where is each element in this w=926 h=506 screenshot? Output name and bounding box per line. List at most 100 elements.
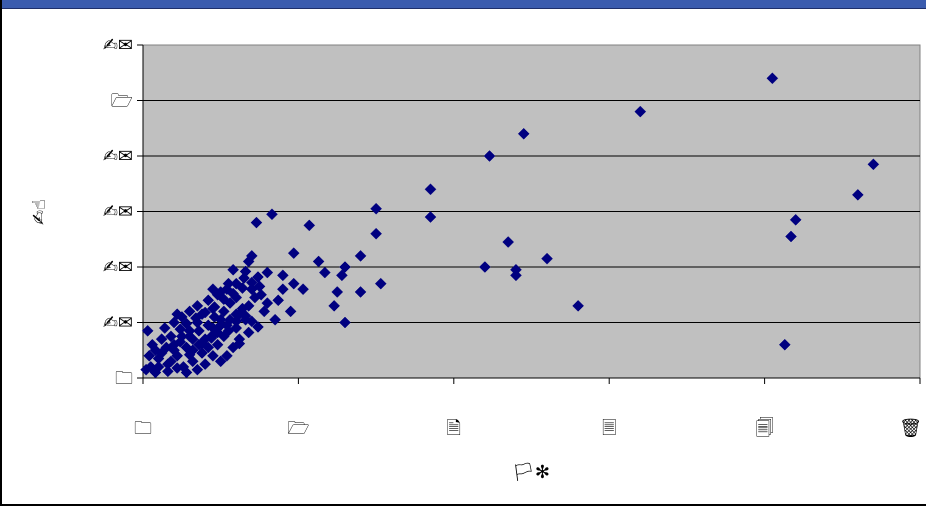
data-point-142 [211,326,224,339]
x-tick-label-0: 🗀 [134,418,152,439]
data-point-96 [193,324,205,337]
data-point-41 [277,269,289,282]
data-point-132 [245,276,258,289]
data-point-90 [180,366,193,379]
data-point-32 [297,283,309,296]
data-point-2 [517,127,530,140]
data-point-21 [502,236,515,248]
data-point-28 [266,208,278,221]
data-point-37 [272,294,285,307]
ticks [137,44,921,384]
data-point-94 [174,336,187,348]
data-point-25 [541,252,553,265]
x-tick-label-1: 🗁 [287,418,309,439]
data-point-1 [634,105,647,118]
y-tick-label-3: ✍✉ [103,202,133,223]
data-point-124 [174,323,187,336]
data-point-16 [339,261,351,273]
data-point-12 [370,227,382,240]
data-point-80 [165,330,177,343]
data-point-13 [374,277,387,290]
data-point-149 [233,337,246,350]
x-tick-label-3: 🗏 [602,418,616,439]
data-point-89 [191,363,204,376]
data-point-146 [245,315,258,328]
y-tick-label-5: 🗁 [111,91,133,112]
data-point-30 [287,247,300,259]
data-point-75 [168,316,180,329]
data-point-79 [171,308,184,321]
data-point-27 [312,255,325,268]
data-point-17 [336,269,348,282]
data-point-9 [424,183,437,196]
data-point-77 [183,305,196,318]
data-point-139 [186,344,199,357]
data-point-43 [227,263,239,276]
data-point-88 [199,358,212,370]
y-tick-label-6: ✍✉ [103,35,133,56]
data-point-135 [230,277,243,290]
data-point-65 [140,363,152,376]
data-point-98 [208,311,221,323]
data-point-137 [211,288,224,301]
data-point-35 [242,255,255,268]
data-point-147 [252,321,264,333]
data-point-138 [202,294,215,307]
data-point-11 [370,202,382,215]
data-point-145 [239,309,252,322]
data-point-4 [867,158,880,171]
x-tick-label-5: 🗑 [899,418,922,439]
data-point-19 [339,316,351,329]
data-point-78 [191,299,204,312]
data-point-36 [277,283,289,296]
data-point-7 [785,230,797,243]
data-point-108 [155,333,168,346]
data-point-125 [180,317,193,330]
data-point-39 [269,313,281,326]
data-point-92 [152,361,165,373]
window-title-bar [0,0,926,9]
data-point-93 [168,344,180,357]
data-point-110 [143,349,156,362]
data-point-136 [221,283,233,296]
data-point-127 [199,306,212,319]
data-point-56 [230,322,243,334]
data-point-122 [261,297,274,309]
data-point-148 [242,326,255,339]
data-point-97 [202,319,215,332]
data-point-72 [141,324,154,337]
data-points [140,72,880,379]
data-point-95 [183,330,196,343]
data-point-42 [261,266,274,279]
data-point-5 [851,188,864,201]
data-point-24 [510,263,522,276]
data-point-3 [483,150,496,162]
data-point-133 [252,271,264,283]
data-point-85 [211,338,224,351]
data-point-111 [162,358,174,370]
data-point-10 [424,211,437,223]
data-point-40 [284,305,297,318]
data-point-83 [196,347,208,359]
y-tick-label-2: ✍✉ [103,257,133,278]
x-axis-title: 🏳✻ [512,462,550,483]
x-tick-label-4: 🗐 [756,417,774,439]
y-tick-label-4: ✍✉ [103,146,133,167]
data-point-112 [171,362,184,374]
data-point-26 [572,299,584,312]
data-point-91 [162,365,174,378]
data-point-126 [189,312,202,324]
data-point-18 [331,286,344,298]
y-axis-title: ✍☝ [29,199,50,225]
data-point-22 [479,261,491,273]
data-point-141 [205,332,218,344]
tick-labels: 🗀 🗁 🗎 🗏 🗐 🗑 🗀 ✍✉ ✍✉ ✍✉ ✍✉ 🗁 ✍✉ [103,35,922,439]
data-point-6 [789,213,802,226]
data-point-33 [250,216,263,229]
data-point-143 [221,319,233,332]
data-point-31 [287,277,300,290]
data-point-20 [328,299,340,312]
data-point-38 [318,266,331,279]
